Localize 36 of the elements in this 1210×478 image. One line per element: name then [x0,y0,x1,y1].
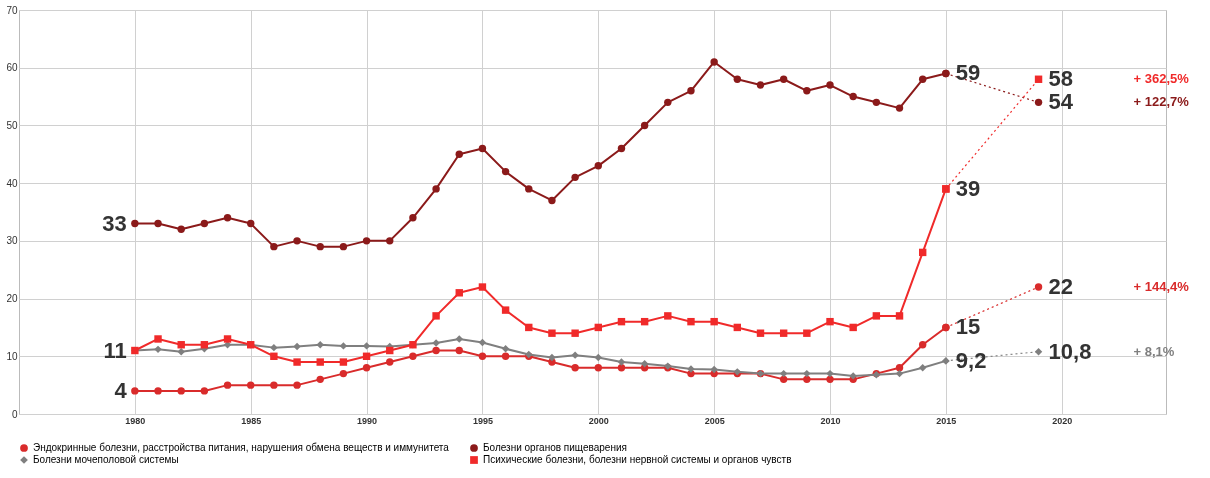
y-tick-label: 60 [6,62,18,74]
legend-label: Болезни мочеполовой системы [33,454,179,465]
annotation: + 122,7% [1133,94,1190,110]
y-tick-label: 10 [6,350,18,362]
x-tick-label: 2020 [1052,415,1073,426]
y-tick-label: 20 [6,293,18,305]
annotation: + 144,4% [1133,279,1190,295]
annotation: 11 [103,337,127,363]
annotation: 33 [102,210,127,236]
x-tick-label: 1980 [125,415,146,426]
y-tick-label: 70 [6,4,18,16]
annotation: 22 [1048,274,1074,300]
x-tick-label: 2005 [704,415,725,426]
annotation: 15 [955,314,981,340]
x-tick-label: 1985 [241,415,262,426]
y-tick-label: 40 [6,177,18,189]
x-tick-label: 2010 [820,415,841,426]
annotation: 10,8 [1048,338,1092,364]
annotation: + 8,1% [1133,343,1175,359]
x-tick-label: 2015 [936,415,957,426]
x-tick-label: 2000 [588,415,609,426]
x-tick-label: 1990 [357,415,378,426]
y-tick-label: 50 [6,119,18,131]
annotation: + 362,5% [1133,71,1190,87]
annotation: 58 [1048,66,1074,92]
annotation: 9,2 [955,347,987,373]
annotation: 39 [955,175,981,201]
legend-label: Психические болезни, болезни нервной системы и органов чувств [483,454,792,465]
legend-label: Эндокринные болезни, расстройства питания, нарушения обмена веществ и иммунитета [33,442,450,453]
x-tick-label: 1995 [472,415,493,426]
annotation: 4 [114,377,128,403]
annotation: 59 [955,60,981,86]
annotation: 54 [1048,89,1074,115]
legend-label: Болезни органов пищеварения [483,442,627,453]
y-tick-label: 30 [6,235,18,247]
y-tick-label: 0 [11,408,18,420]
